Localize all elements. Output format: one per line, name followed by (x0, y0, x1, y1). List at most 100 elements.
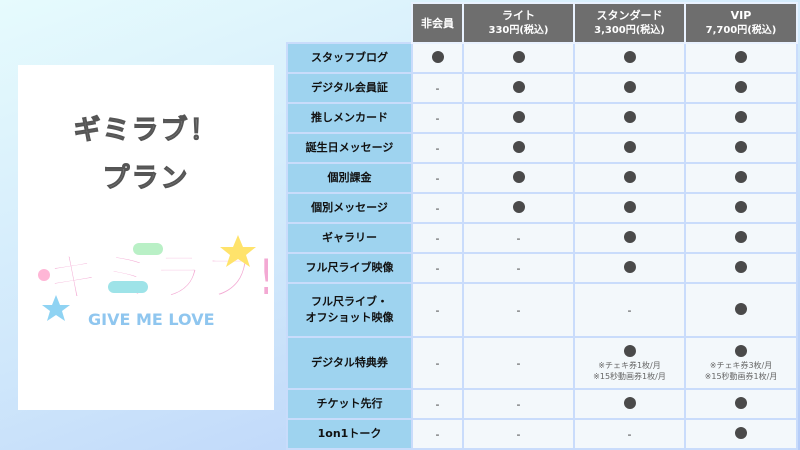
plan-header-light: ライト 330円(税込) (462, 2, 575, 44)
feature-cell (573, 192, 686, 224)
table-row: 誕生日メッセージ - (286, 132, 798, 164)
feature-cell: - (411, 282, 464, 338)
included-dot-icon (623, 80, 636, 93)
feature-cell: - (411, 388, 464, 420)
not-included-dash: - (516, 427, 521, 441)
not-included-dash: - (435, 111, 440, 125)
feature-cell (684, 162, 798, 194)
not-included-dash: - (435, 231, 440, 245)
feature-cell (684, 282, 798, 338)
table-row: 個別課金 - (286, 162, 798, 194)
feature-cell: - (411, 162, 464, 194)
cell-note: ※15秒動画券1枚/月 (593, 371, 666, 381)
feature-label: ギャラリー (286, 222, 413, 254)
feature-cell (684, 102, 798, 134)
included-dot-icon (623, 260, 636, 273)
feature-cell (462, 192, 575, 224)
included-dot-icon (623, 200, 636, 213)
feature-cell (684, 192, 798, 224)
feature-cell: - (411, 102, 464, 134)
plan-header-non-member: 非会員 (411, 2, 464, 44)
feature-cell: - (411, 222, 464, 254)
included-dot-icon (623, 396, 636, 409)
feature-label: スタッフブログ (286, 42, 413, 74)
feature-label: 個別課金 (286, 162, 413, 194)
feature-cell (573, 72, 686, 104)
included-dot-icon (735, 200, 747, 213)
feature-cell: - (462, 388, 575, 420)
not-included-dash: - (435, 141, 440, 155)
feature-cell: - (411, 72, 464, 104)
table-row: デジタル特典券 - - ※チェキ券1枚/月 ※15秒動画券1枚/月 ※チェキ券3枚/月 ※1… (286, 336, 798, 390)
feature-cell: - (462, 418, 575, 450)
feature-cell: - (573, 282, 686, 338)
plan-price: 330円(税込) (488, 25, 549, 36)
not-included-dash: - (435, 81, 440, 95)
table-row: スタッフブログ (286, 42, 798, 74)
feature-cell (573, 388, 686, 420)
plan-price: 7,700円(税込) (705, 25, 777, 36)
feature-cell: - (411, 336, 464, 390)
feature-label: フル尺ライブ映像 (286, 252, 413, 284)
header-blank (287, 3, 412, 43)
plan-comparison-table: 非会員 ライト 330円(税込) スタンダード 3,300円(税込) VIP 7,70… (286, 2, 798, 450)
feature-label: チケット先行 (286, 388, 413, 420)
included-dot-icon (512, 170, 525, 183)
table-row: 個別メッセージ - (286, 192, 798, 224)
plan-name: 非会員 (421, 16, 454, 30)
included-dot-icon (512, 110, 525, 123)
not-included-dash: - (516, 356, 521, 370)
included-dot-icon (735, 170, 747, 183)
plan-card: ギミラブ！ プラン ギミラブ! GIVE ME LOVE (18, 65, 274, 410)
included-dot-icon (735, 140, 747, 153)
included-dot-icon (431, 50, 444, 63)
feature-cell (684, 132, 798, 164)
plan-header-standard: スタンダード 3,300円(税込) (573, 2, 686, 44)
feature-cell (684, 222, 798, 254)
feature-cell: - (462, 282, 575, 338)
table-row: フル尺ライブ・ オフショット映像 - - - (286, 282, 798, 338)
title-line-1: ギミラブ！ (73, 115, 219, 147)
feature-cell: - (411, 418, 464, 450)
feature-cell: - (462, 222, 575, 254)
included-dot-icon (735, 80, 747, 93)
feature-cell (462, 102, 575, 134)
not-included-dash: - (435, 261, 440, 275)
feature-cell (573, 42, 686, 74)
feature-cell: - (411, 192, 464, 224)
not-included-dash: - (627, 303, 632, 317)
not-included-dash: - (516, 261, 521, 275)
included-dot-icon (735, 50, 747, 63)
included-dot-icon (512, 50, 525, 63)
feature-cell (684, 252, 798, 284)
cell-note: ※15秒動画券1枚/月 (704, 371, 778, 381)
table-row: 推しメンカード - (286, 102, 798, 134)
plan-header-vip: VIP 7,700円(税込) (684, 2, 798, 44)
feature-cell (573, 132, 686, 164)
included-dot-icon (512, 140, 525, 153)
feature-cell (462, 162, 575, 194)
included-dot-icon (735, 396, 747, 409)
included-dot-icon (735, 110, 747, 123)
feature-label: 誕生日メッセージ (286, 132, 413, 164)
not-included-dash: - (435, 201, 440, 215)
table-row: デジタル会員証 - (286, 72, 798, 104)
table-row: チケット先行 - - (286, 388, 798, 420)
feature-cell: - (462, 336, 575, 390)
give-me-love-logo: ギミラブ! GIVE ME LOVE (38, 235, 268, 329)
feature-cell: - (462, 252, 575, 284)
not-included-dash: - (627, 427, 632, 441)
feature-cell (462, 72, 575, 104)
plan-title: ギミラブ！ プラン (18, 107, 274, 203)
table-row: フル尺ライブ映像 - - (286, 252, 798, 284)
cell-note: ※チェキ券1枚/月 (598, 360, 661, 370)
feature-cell: - (573, 418, 686, 450)
plan-name: スタンダード (596, 9, 663, 22)
cell-note: ※チェキ券3枚/月 (709, 360, 773, 370)
table-row: 1on1トーク - - - (286, 418, 798, 450)
title-line-2: プラン (102, 163, 190, 195)
not-included-dash: - (435, 397, 440, 411)
included-dot-icon (735, 230, 747, 243)
feature-label: 個別メッセージ (286, 192, 413, 224)
feature-label: デジタル会員証 (286, 72, 413, 104)
